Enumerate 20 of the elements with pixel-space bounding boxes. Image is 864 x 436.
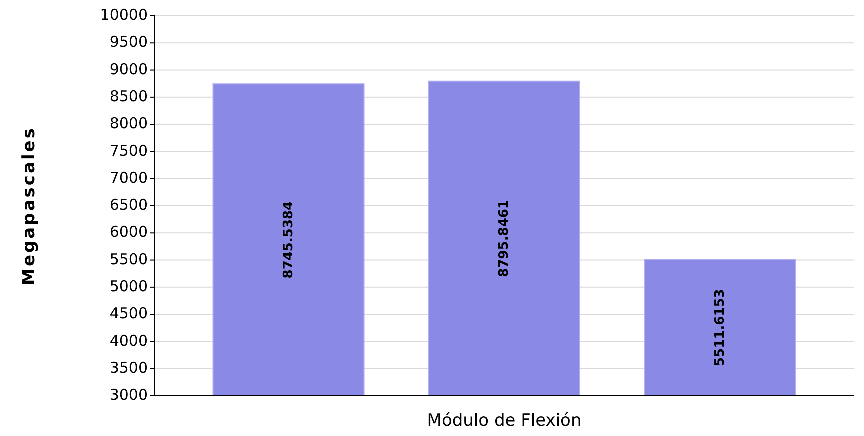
y-tick-label: 4500 xyxy=(110,304,148,323)
y-tick-label: 4000 xyxy=(110,332,148,350)
y-tick-label: 6000 xyxy=(110,223,148,242)
x-axis-title: Módulo de Flexión xyxy=(427,411,582,431)
y-tick-label: 5500 xyxy=(110,250,148,268)
y-tick-label: 3000 xyxy=(110,386,148,404)
y-tick-label: 8000 xyxy=(110,114,148,133)
y-tick-label: 7500 xyxy=(110,142,148,160)
data-label: 5511.6153 xyxy=(712,289,728,366)
y-tick-label: 3500 xyxy=(110,358,148,377)
y-tick-label: 7000 xyxy=(110,168,148,187)
y-tick-label: 10000 xyxy=(100,6,148,24)
data-label: 8745.5384 xyxy=(281,201,296,279)
data-label: 8795.8461 xyxy=(497,200,512,278)
y-tick-label: 8500 xyxy=(110,88,148,106)
y-tick-label: 9500 xyxy=(110,33,148,52)
y-tick-label: 9000 xyxy=(110,60,148,78)
y-tick-label: 6500 xyxy=(110,196,148,214)
y-tick-label: 5000 xyxy=(110,278,148,296)
y-axis-title: Megapascales xyxy=(20,126,40,286)
